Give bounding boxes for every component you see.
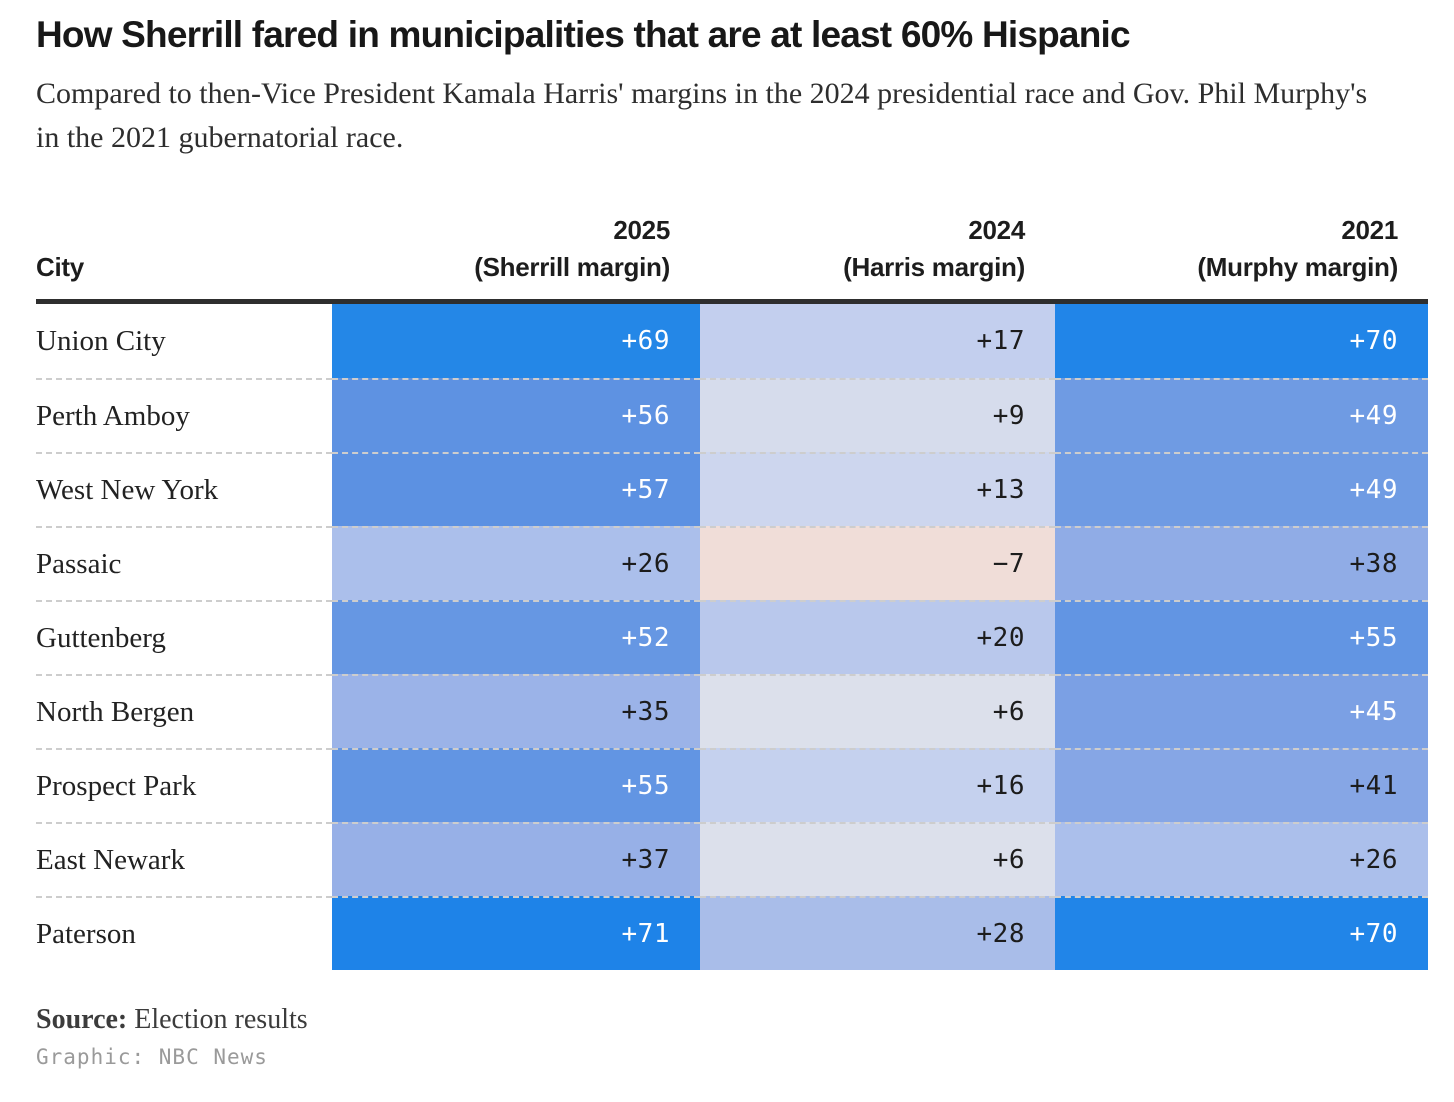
chart-title: How Sherrill fared in municipalities tha… [36,14,1131,55]
murphy-margin-cell: +41 [1055,748,1428,822]
harris-margin-cell: +6 [700,674,1055,748]
margins-table: City 2025 (Sherrill margin) 2024 (Harris… [36,212,1428,970]
table-row-perth-amboy: Perth Amboy +56 +9 +49 [36,378,1428,452]
harris-margin-cell: +17 [700,304,1055,378]
sherrill-margin-cell: +35 [332,674,700,748]
sherrill-margin-cell: +56 [332,378,700,452]
column-header-year: 2024 [968,215,1025,245]
city-label: Perth Amboy [36,378,332,452]
sherrill-margin-cell: +26 [332,526,700,600]
city-label: West New York [36,452,332,526]
harris-margin-cell: +16 [700,748,1055,822]
harris-margin-cell: +9 [700,378,1055,452]
table-row-west-new-york: West New York +57 +13 +49 [36,452,1428,526]
source-label: Source: [36,1004,128,1035]
chart-footer: Source: Election results Graphic: NBC Ne… [36,1004,1428,1069]
city-label: Prospect Park [36,748,332,822]
harris-margin-cell: +6 [700,822,1055,896]
murphy-margin-cell: +45 [1055,674,1428,748]
column-header-2024-harris: 2024 (Harris margin) [700,212,1055,286]
harris-margin-cell: +13 [700,452,1055,526]
city-label: Passaic [36,526,332,600]
sherrill-margin-cell: +55 [332,748,700,822]
murphy-margin-cell: +70 [1055,896,1428,970]
table-body: Union City +69 +17 +70 Perth Amboy +56 +… [36,304,1428,970]
sherrill-margin-cell: +37 [332,822,700,896]
chart-card: How Sherrill fared in municipalities tha… [36,14,1428,1069]
column-header-candidate: (Harris margin) [843,252,1025,282]
column-header-candidate: (Murphy margin) [1197,252,1398,282]
harris-margin-cell: +20 [700,600,1055,674]
harris-margin-cell: −7 [700,526,1055,600]
column-header-year: 2021 [1341,215,1398,245]
source-value: Election results [134,1004,308,1035]
sherrill-margin-cell: +57 [332,452,700,526]
source-line: Source: Election results [36,1004,1428,1036]
column-header-2025-sherrill: 2025 (Sherrill margin) [332,212,700,286]
murphy-margin-cell: +70 [1055,304,1428,378]
table-row-passaic: Passaic +26 −7 +38 [36,526,1428,600]
credit-line: Graphic: NBC News [36,1045,268,1069]
sherrill-margin-cell: +71 [332,896,700,970]
table-row-guttenberg: Guttenberg +52 +20 +55 [36,600,1428,674]
table-row-paterson: Paterson +71 +28 +70 [36,896,1428,970]
city-label: Union City [36,304,332,378]
column-header-year: 2025 [613,215,670,245]
sherrill-margin-cell: +52 [332,600,700,674]
table-row-north-bergen: North Bergen +35 +6 +45 [36,674,1428,748]
murphy-margin-cell: +38 [1055,526,1428,600]
murphy-margin-cell: +49 [1055,452,1428,526]
column-header-candidate: (Sherrill margin) [474,252,670,282]
city-label: Paterson [36,896,332,970]
table-header-row: City 2025 (Sherrill margin) 2024 (Harris… [36,212,1428,304]
murphy-margin-cell: +49 [1055,378,1428,452]
column-header-city-label: City [36,252,84,282]
sherrill-margin-cell: +69 [332,304,700,378]
table-row-east-newark: East Newark +37 +6 +26 [36,822,1428,896]
table-row-prospect-park: Prospect Park +55 +16 +41 [36,748,1428,822]
murphy-margin-cell: +55 [1055,600,1428,674]
city-label: East Newark [36,822,332,896]
column-header-city: City [36,249,332,286]
column-header-2021-murphy: 2021 (Murphy margin) [1055,212,1428,286]
city-label: North Bergen [36,674,332,748]
table-row-union-city: Union City +69 +17 +70 [36,304,1428,378]
murphy-margin-cell: +26 [1055,822,1428,896]
city-label: Guttenberg [36,600,332,674]
chart-subtitle: Compared to then-Vice President Kamala H… [36,77,1368,154]
harris-margin-cell: +28 [700,896,1055,970]
